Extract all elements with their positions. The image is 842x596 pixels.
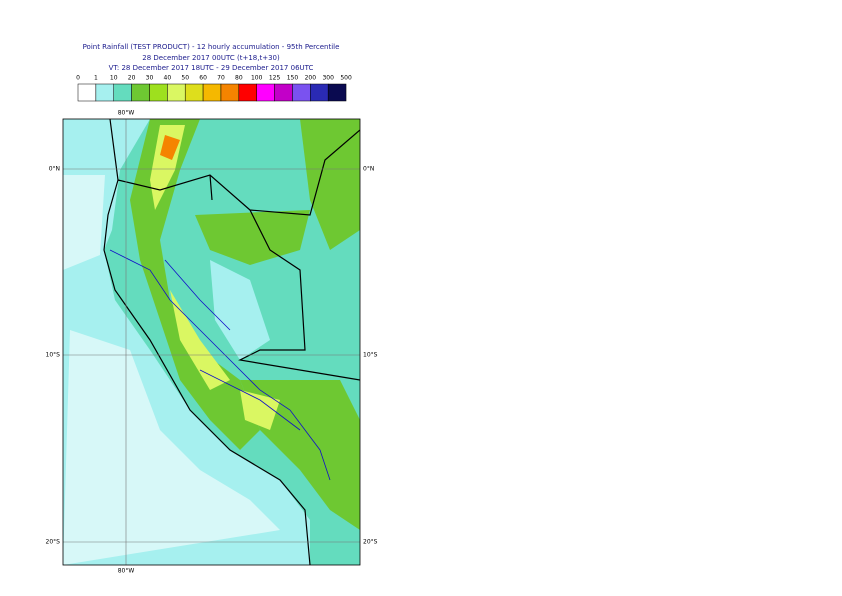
legend-swatch — [274, 83, 293, 102]
legend-swatch — [77, 83, 97, 102]
legend-swatch — [167, 83, 186, 102]
regions — [109, 249, 331, 481]
lat-label: 0°N — [49, 166, 60, 173]
legend-label: 70 — [217, 75, 225, 82]
legend-swatch — [149, 83, 168, 102]
legend-label: 20 — [128, 75, 136, 82]
legend-swatch — [131, 83, 150, 102]
peak-rain — [160, 135, 180, 160]
legend-swatch — [256, 83, 275, 102]
legend-label: 150 — [287, 75, 299, 82]
legend-swatch — [95, 83, 114, 102]
lat-label: 20°S — [46, 539, 61, 546]
lowland — [210, 260, 270, 360]
legend-swatch — [113, 83, 132, 102]
legend-label: 300 — [322, 75, 334, 82]
legend-label: 0 — [76, 75, 80, 82]
ne-rain — [300, 119, 360, 250]
legend-label: 50 — [181, 75, 189, 82]
legend-label: 80 — [235, 75, 243, 82]
lat-label: 20°S — [363, 539, 378, 546]
legend-label: 40 — [164, 75, 172, 82]
legend-swatch — [292, 83, 311, 102]
map: 80°W 80°W 0°N 0°N 10°S 10°S 20°S 20°S — [46, 110, 378, 575]
title: Point Rainfall (TEST PRODUCT) - 12 hourl… — [83, 43, 340, 51]
legend-swatch — [184, 83, 204, 102]
legend-label: 125 — [269, 75, 281, 82]
legend-label: 10 — [110, 75, 118, 82]
legend-label: 100 — [251, 75, 263, 82]
legend-swatch — [202, 83, 222, 102]
legend-label: 500 — [340, 75, 352, 82]
andes-rain — [130, 119, 260, 450]
legend-swatch — [238, 83, 257, 102]
legend-label: 200 — [305, 75, 317, 82]
legend: 0 1 10 20 30 40 50 60 70 80 100 125 150 200 300 500 — [76, 75, 352, 102]
lat-label: 0°N — [363, 166, 374, 173]
dry-area — [63, 175, 280, 565]
borders — [103, 119, 360, 565]
lat-label: 10°S — [46, 352, 61, 359]
amazon-rain — [195, 210, 310, 265]
lat-label: 10°S — [363, 352, 378, 359]
lon-label: 80°W — [118, 110, 135, 117]
base-time: 28 December 2017 00UTC (t+18,t+30) — [142, 54, 280, 62]
legend-label: 1 — [94, 75, 98, 82]
valid-time: VT: 28 December 2017 18UTC - 29 December… — [109, 64, 314, 72]
legend-label: 60 — [199, 75, 207, 82]
legend-label: 30 — [146, 75, 154, 82]
legend-swatch — [310, 83, 329, 102]
legend-swatch — [220, 83, 240, 102]
map-frame — [62, 118, 361, 566]
lon-label: 80°W — [118, 568, 135, 575]
legend-swatch — [327, 83, 347, 102]
